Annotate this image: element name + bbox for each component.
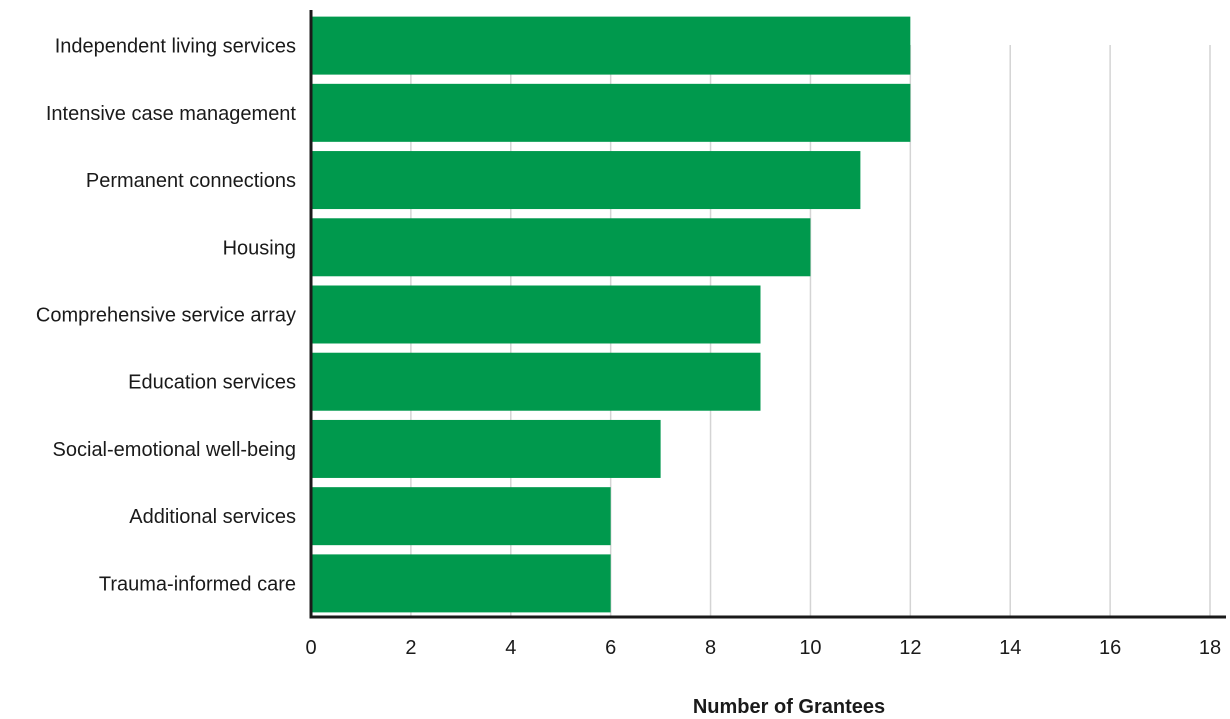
bar <box>311 554 611 613</box>
x-tick-label: 16 <box>1099 637 1121 659</box>
bars <box>311 16 911 613</box>
bar <box>311 83 911 142</box>
category-label: Permanent connections <box>86 170 296 192</box>
x-tick-label: 2 <box>405 637 416 659</box>
x-tick-label: 4 <box>505 637 516 659</box>
category-label: Housing <box>223 237 296 259</box>
x-tick-label: 6 <box>605 637 616 659</box>
category-label: Comprehensive service array <box>36 305 296 327</box>
x-tick-labels: 0 2 4 6 8 10 12 14 16 18 <box>305 637 1221 659</box>
category-label: Education services <box>128 372 296 394</box>
category-label: Additional services <box>129 506 296 528</box>
bar <box>311 419 661 478</box>
bar <box>311 487 611 546</box>
category-labels: Independent living services Intensive cas… <box>36 36 297 596</box>
x-tick-label: 0 <box>305 637 316 659</box>
x-tick-label: 8 <box>705 637 716 659</box>
x-tick-label: 18 <box>1199 637 1221 659</box>
x-tick-label: 12 <box>899 637 921 659</box>
category-label: Trauma-informed care <box>99 573 296 595</box>
bar <box>311 352 761 411</box>
x-axis-title: Number of Grantees <box>693 696 885 718</box>
bar <box>311 151 861 210</box>
bar <box>311 16 911 75</box>
category-label: Intensive case management <box>46 103 297 125</box>
x-tick-label: 14 <box>999 637 1021 659</box>
category-label: Social-emotional well-being <box>53 439 296 461</box>
category-label: Independent living services <box>55 36 296 58</box>
x-tick-label: 10 <box>799 637 821 659</box>
bar <box>311 218 811 277</box>
bar <box>311 285 761 344</box>
